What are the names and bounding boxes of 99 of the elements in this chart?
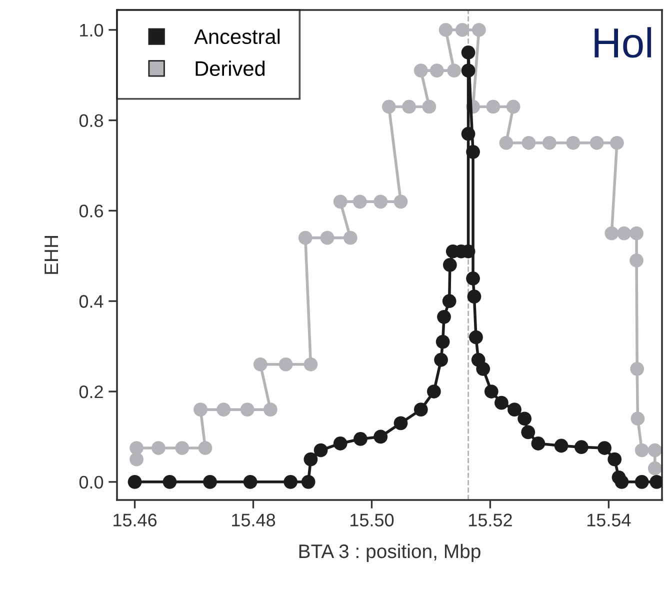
point: [521, 425, 536, 440]
point: [130, 441, 144, 455]
point: [152, 441, 166, 455]
legend-label: Ancestral: [194, 28, 280, 44]
point: [617, 226, 632, 240]
point: [301, 474, 316, 489]
point: [566, 136, 580, 150]
point: [394, 416, 408, 430]
point: [430, 64, 444, 78]
point: [298, 230, 312, 245]
point: [278, 357, 293, 372]
point: [476, 362, 490, 376]
point: [461, 46, 476, 60]
y-tick-label: 0.4: [79, 295, 104, 308]
point: [531, 436, 546, 450]
point: [343, 230, 358, 245]
point: [648, 461, 662, 476]
point: [198, 441, 212, 455]
point: [314, 443, 328, 458]
point: [128, 474, 142, 489]
x-tick-label: 15.52: [468, 514, 512, 526]
x-tick-label: 15.48: [232, 514, 276, 526]
point: [402, 100, 416, 114]
point: [240, 402, 254, 417]
x-axis-title: BTA 3 : position, Mbp: [299, 544, 480, 562]
point: [614, 474, 629, 489]
point: [466, 144, 480, 159]
point: [634, 474, 649, 489]
point: [333, 194, 348, 209]
point: [518, 412, 532, 426]
point: [466, 272, 480, 286]
point: [542, 136, 556, 150]
point: [436, 334, 450, 349]
point: [469, 330, 483, 344]
point: [442, 258, 457, 272]
point: [461, 64, 476, 78]
point: [634, 443, 649, 458]
point: [437, 310, 451, 324]
point: [472, 22, 486, 37]
point: [442, 294, 456, 308]
point: [630, 226, 644, 240]
point: [333, 436, 348, 450]
point: [414, 402, 428, 417]
point: [263, 402, 278, 417]
legend-label: Derived: [196, 60, 265, 76]
point: [162, 474, 177, 489]
y-tick-label: 0.2: [79, 385, 103, 398]
point: [574, 440, 588, 454]
point: [608, 452, 622, 466]
point: [216, 402, 231, 417]
point: [630, 362, 644, 376]
point: [590, 136, 604, 150]
point: [484, 384, 498, 398]
point: [352, 194, 367, 209]
point: [253, 357, 268, 372]
point: [284, 474, 298, 489]
point: [630, 412, 645, 426]
point: [461, 126, 476, 141]
point: [455, 22, 470, 37]
x-tick-label: 15.50: [350, 514, 394, 526]
point: [304, 452, 318, 466]
point: [426, 384, 441, 398]
point: [438, 22, 453, 37]
point: [243, 474, 258, 489]
point: [598, 441, 612, 455]
point: [447, 64, 462, 78]
y-tick-label: 0.6: [79, 204, 104, 218]
y-tick-label: 0.8: [79, 114, 104, 128]
point: [394, 194, 408, 209]
point: [422, 100, 436, 114]
point: [374, 430, 388, 444]
y-tick-label: 0.0: [79, 476, 104, 489]
point: [414, 64, 428, 78]
point: [630, 253, 644, 268]
y-tick-label: 1.0: [80, 24, 104, 37]
point: [382, 100, 396, 114]
point: [508, 402, 522, 417]
point: [522, 136, 536, 150]
point: [175, 441, 190, 455]
point: [304, 357, 318, 372]
point: [610, 136, 624, 150]
point: [194, 402, 208, 417]
point: [434, 352, 448, 367]
x-tick-label: 15.46: [114, 514, 157, 526]
point: [320, 230, 334, 245]
point: [506, 100, 520, 114]
point: [486, 100, 500, 114]
annotation: Hol: [594, 27, 652, 58]
point: [203, 474, 217, 489]
point: [648, 443, 662, 458]
point: [554, 438, 568, 453]
point: [499, 136, 514, 150]
point: [494, 396, 508, 410]
point: [354, 432, 368, 446]
x-tick-label: 15.54: [587, 514, 631, 526]
y-axis-title: EHH: [44, 236, 58, 274]
point: [467, 290, 482, 304]
point: [604, 226, 619, 240]
point: [374, 194, 388, 209]
